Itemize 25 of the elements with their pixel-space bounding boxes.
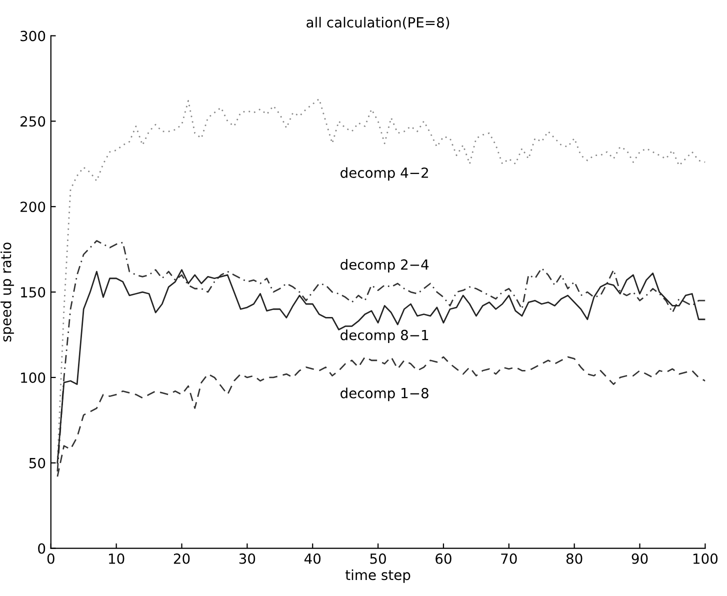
- x-tick-label: 80: [566, 553, 582, 564]
- chart-title: all calculation(PE=8): [306, 16, 450, 30]
- y-tick-label: 0: [38, 543, 46, 554]
- x-tick-label: 70: [501, 553, 517, 564]
- x-tick-label: 10: [109, 553, 124, 564]
- y-tick-label: 150: [21, 287, 46, 298]
- y-tick-label: 300: [20, 30, 46, 42]
- x-tick-label: 30: [239, 553, 256, 564]
- x-tick-label: 50: [370, 553, 386, 564]
- series-label: decomp 1−8: [340, 388, 428, 402]
- series-label: decomp 4−2: [340, 167, 428, 181]
- x-tick-label: 100: [693, 553, 718, 564]
- y-tick-label: 250: [20, 116, 46, 127]
- x-tick-label: 0: [47, 553, 54, 564]
- x-tick-label: 60: [436, 553, 452, 564]
- y-axis-title: speed up ratio: [0, 242, 14, 342]
- x-tick-label: 20: [174, 553, 190, 564]
- x-tick-label: 40: [304, 553, 321, 564]
- x-tick-label: 90: [632, 553, 648, 564]
- y-tick-label: 200: [20, 202, 46, 212]
- y-tick-label: 50: [29, 458, 46, 468]
- series-label: decomp 8−1: [340, 330, 428, 343]
- y-tick-label: 100: [21, 372, 46, 383]
- series-label: decomp 2−4: [340, 259, 429, 272]
- x-axis-title: time step: [345, 569, 410, 583]
